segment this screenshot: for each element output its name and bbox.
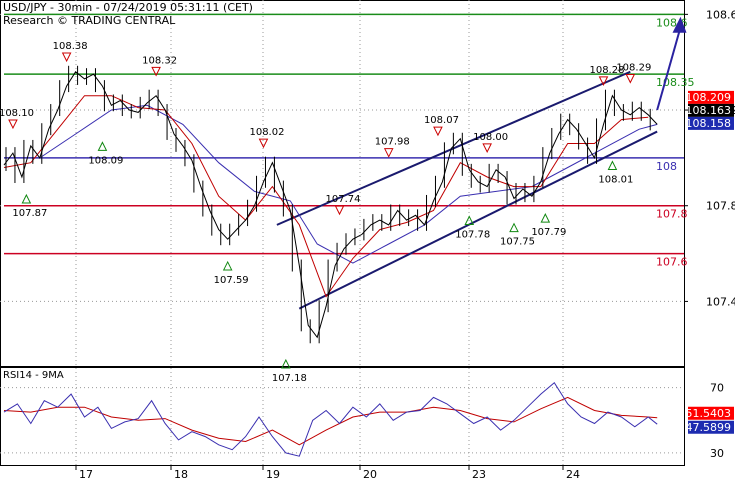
- x-tick-label: 20: [363, 468, 377, 480]
- high-marker-icon: [482, 143, 492, 154]
- low-annotation: 107.78: [455, 230, 490, 241]
- level-label-s1: 107.8: [656, 208, 688, 221]
- x-tick-label: 19: [266, 468, 280, 480]
- rsi-tick-label: 70: [710, 382, 724, 395]
- high-marker-icon: [598, 76, 609, 87]
- low-marker-icon: [21, 193, 32, 204]
- low-annotation: 107.75: [500, 237, 535, 248]
- price-tag-current: 108.209: [686, 91, 732, 104]
- high-marker-icon: [625, 74, 636, 84]
- rsi-tag-ma: 47.5899: [686, 421, 732, 434]
- rsi-ma-line: [3, 396, 658, 446]
- high-marker-icon: [8, 119, 18, 130]
- x-tick-label: 24: [566, 468, 580, 480]
- price-tick-label: 108.6: [706, 8, 735, 21]
- price-panel-frame: [0, 0, 685, 367]
- low-annotation: 107.79: [531, 227, 566, 238]
- rsi-tag-bg-ma: [688, 420, 734, 434]
- high-annotation: 107.74: [326, 194, 361, 205]
- low-marker-icon: [509, 222, 519, 233]
- low-annotation: 107.18: [272, 373, 307, 384]
- price-tag-bg-ma: [688, 116, 734, 130]
- low-marker-icon: [281, 358, 291, 369]
- rsi-line: [3, 381, 658, 457]
- high-annotation: 108.10: [0, 108, 34, 119]
- rsi-tag-bg-current: [688, 406, 734, 420]
- high-annotation: 107.98: [375, 137, 410, 148]
- rsi-title: RSI14 - 9MA: [3, 370, 64, 381]
- x-tick-label: 23: [472, 468, 486, 480]
- price-line: [3, 71, 658, 339]
- projection-arrow-head: [672, 16, 687, 33]
- chart-title: USD/JPY - 30min - 07/24/2019 05:31:11 (C…: [3, 1, 253, 14]
- level-label-r1: 108.35: [656, 76, 695, 89]
- projection-arrow-shaft: [656, 30, 681, 111]
- rsi-tag-current: 51.5403: [686, 407, 732, 420]
- high-annotation: 108.28: [589, 65, 624, 76]
- high-marker-icon: [433, 126, 443, 137]
- ma-fast-line: [3, 95, 649, 298]
- x-tick-label: 17: [79, 468, 93, 480]
- low-annotation: 107.59: [214, 275, 249, 286]
- price-tag-mid: 108.163: [686, 104, 732, 117]
- high-annotation: 108.38: [53, 41, 88, 52]
- price-tag-bg-mid: [688, 103, 734, 117]
- high-marker-icon: [334, 205, 345, 216]
- low-marker-icon: [222, 260, 233, 271]
- level-label-s2: 107.6: [656, 256, 688, 269]
- high-annotation: 108.07: [424, 115, 459, 126]
- high-annotation: 108.00: [473, 132, 508, 143]
- x-tick-label: 18: [174, 468, 188, 480]
- low-annotation: 108.09: [88, 155, 123, 166]
- level-label-pivot: 108: [656, 160, 677, 173]
- high-annotation: 108.32: [142, 55, 177, 66]
- ma-slow-line: [4, 104, 658, 264]
- price-tick-label: 107.8: [706, 200, 735, 213]
- low-marker-icon: [97, 141, 108, 151]
- chart-subtitle: Research © TRADING CENTRAL: [3, 14, 176, 27]
- high-annotation: 108.02: [249, 127, 284, 138]
- high-marker-icon: [258, 138, 269, 149]
- high-marker-icon: [61, 52, 72, 63]
- price-tag-ma: 108.158: [686, 117, 732, 130]
- low-marker-icon: [607, 160, 618, 170]
- high-marker-icon: [151, 66, 161, 77]
- price-tick-label: 107.4: [706, 295, 735, 308]
- channel-lower-line: [298, 130, 658, 310]
- low-annotation: 107.87: [12, 208, 47, 219]
- high-marker-icon: [383, 148, 394, 158]
- low-annotation: 108.01: [598, 174, 633, 185]
- rsi-tick-label: 30: [710, 447, 724, 460]
- price-tag-bg-current: [688, 90, 734, 104]
- rsi-panel-frame: [0, 367, 685, 466]
- low-marker-icon: [540, 212, 551, 223]
- low-marker-icon: [464, 215, 475, 226]
- high-annotation: 108.29: [616, 63, 651, 74]
